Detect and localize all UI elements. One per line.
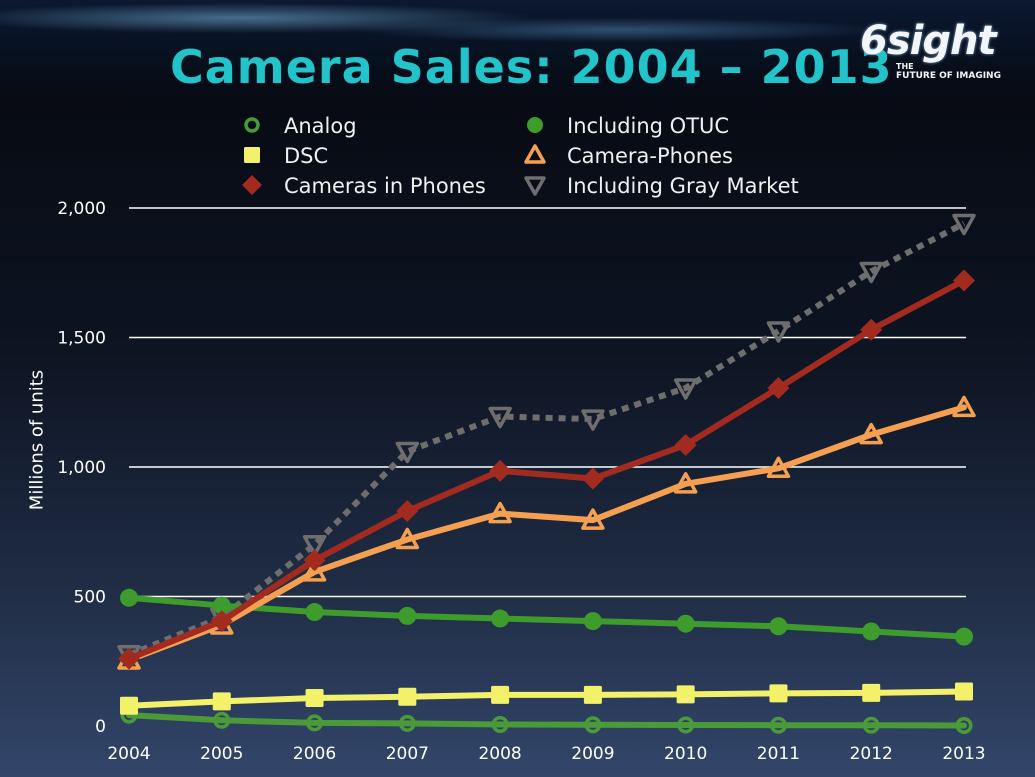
data-point-cameras-in-phones — [581, 467, 604, 490]
data-point-including-otuc — [676, 614, 695, 633]
data-point-dsc — [676, 685, 695, 704]
data-point-dsc — [862, 683, 881, 702]
data-point-including-otuc — [120, 588, 138, 607]
data-point-analog — [862, 716, 880, 734]
data-point-including-otuc — [955, 627, 973, 646]
data-point-analog — [213, 711, 231, 729]
x-tick-label: 2006 — [293, 744, 336, 764]
header-band — [0, 0, 1035, 100]
legend-marker-including-otuc — [527, 117, 543, 133]
data-point-dsc — [769, 684, 788, 703]
y-tick-label: 0 — [95, 717, 106, 737]
series-line-including-otuc — [126, 594, 967, 640]
data-point-dsc — [583, 685, 602, 704]
data-point-including-gray-market — [859, 261, 883, 284]
data-point-cameras-in-phones — [953, 269, 975, 292]
data-point-dsc — [955, 682, 973, 701]
data-point-including-otuc — [398, 606, 417, 625]
x-tick-label: 2004 — [107, 744, 150, 764]
legend-label-including-gray-market: Including Gray Market — [567, 174, 799, 198]
data-point-including-gray-market — [673, 378, 698, 400]
series-line-camera-phones — [126, 404, 967, 663]
data-point-including-otuc — [862, 622, 881, 641]
legend-marker-including-gray-market — [524, 176, 546, 196]
data-point-analog — [769, 716, 787, 734]
x-tick-label: 2008 — [478, 744, 521, 764]
data-point-including-gray-market — [766, 321, 791, 343]
legend-label-analog: Analog — [284, 114, 357, 138]
legend-marker-dsc — [244, 147, 260, 163]
x-tick-label: 2005 — [200, 744, 243, 764]
data-point-cameras-in-phones — [674, 433, 697, 456]
y-tick-label: 1,500 — [57, 329, 106, 349]
legend-label-camera-phones: Camera-Phones — [567, 144, 733, 168]
data-point-dsc — [305, 689, 324, 708]
data-point-including-otuc — [305, 603, 324, 622]
data-point-camera-phones — [859, 422, 883, 445]
data-point-analog — [584, 716, 602, 734]
logo-wordmark: 6sight — [860, 18, 997, 64]
legend-label-dsc: DSC — [284, 144, 328, 168]
x-tick-label: 2012 — [850, 744, 893, 764]
data-point-cameras-in-phones — [767, 377, 790, 400]
data-point-including-gray-market — [952, 213, 976, 236]
x-tick-label: 2010 — [664, 744, 707, 764]
legend-marker-cameras-in-phones — [242, 175, 262, 195]
logo-tagline-1: THE — [896, 62, 914, 71]
data-point-dsc — [491, 685, 510, 704]
page-title: Camera Sales: 2004 – 2013 — [170, 40, 893, 94]
legend-label-cameras-in-phones: Cameras in Phones — [284, 174, 486, 198]
x-tick-label: 2013 — [942, 744, 985, 764]
data-point-dsc — [120, 696, 138, 715]
data-point-cameras-in-phones — [489, 459, 512, 482]
series-line-analog — [126, 712, 967, 729]
data-point-analog — [306, 714, 324, 732]
data-point-analog — [491, 715, 509, 733]
data-point-dsc — [398, 687, 417, 706]
data-point-dsc — [212, 692, 231, 711]
data-point-including-otuc — [769, 617, 788, 636]
series-line-dsc — [126, 688, 967, 709]
data-point-cameras-in-phones — [860, 318, 883, 341]
data-point-including-gray-market — [302, 534, 327, 557]
data-point-including-gray-market — [488, 406, 512, 429]
series-line-including-gray-market — [127, 220, 966, 658]
x-tick-label: 2011 — [757, 744, 800, 764]
data-point-including-otuc — [583, 612, 602, 631]
y-tick-label: 2,000 — [57, 199, 106, 219]
data-point-analog — [677, 716, 695, 734]
data-point-cameras-in-phones — [303, 549, 326, 572]
data-point-including-gray-market — [395, 441, 420, 464]
legend-marker-analog — [244, 117, 260, 133]
series-line-cameras-in-phones — [126, 277, 967, 662]
legend-label-including-otuc: Including OTUC — [567, 114, 729, 138]
data-point-analog — [398, 714, 416, 732]
legend-marker-camera-phones — [524, 144, 546, 164]
x-tick-label: 2009 — [571, 744, 614, 764]
data-point-camera-phones — [488, 501, 512, 524]
data-point-camera-phones — [952, 395, 976, 418]
y-tick-label: 500 — [74, 588, 106, 608]
data-point-including-gray-market — [581, 409, 605, 431]
data-point-analog — [955, 716, 973, 734]
data-point-cameras-in-phones — [118, 647, 140, 670]
logo-tagline-2: FUTURE OF IMAGING — [896, 71, 1001, 81]
data-point-including-otuc — [491, 609, 510, 628]
data-point-cameras-in-phones — [396, 500, 419, 523]
data-point-including-otuc — [212, 596, 231, 615]
data-point-camera-phones — [766, 456, 791, 479]
data-point-camera-phones — [302, 560, 327, 582]
data-point-camera-phones — [673, 472, 698, 494]
brand-logo: 6sight THE FUTURE OF IMAGING — [860, 18, 1030, 88]
data-point-cameras-in-phones — [210, 610, 233, 633]
data-point-camera-phones — [581, 508, 605, 530]
x-tick-label: 2007 — [386, 744, 429, 764]
data-point-camera-phones — [395, 527, 420, 550]
y-tick-label: 1,000 — [57, 458, 106, 478]
